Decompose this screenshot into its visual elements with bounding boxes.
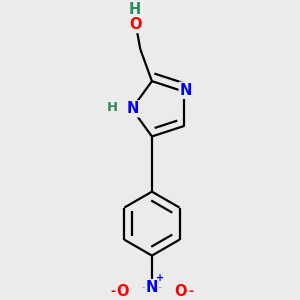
Text: -: - xyxy=(189,285,194,298)
Text: O: O xyxy=(117,284,129,299)
Text: H: H xyxy=(128,2,141,17)
Text: N: N xyxy=(127,101,140,116)
Text: H: H xyxy=(107,101,118,114)
Text: O: O xyxy=(130,17,142,32)
Text: +: + xyxy=(156,273,164,283)
Text: -: - xyxy=(110,285,115,298)
Text: N: N xyxy=(180,83,192,98)
Text: N: N xyxy=(146,280,158,295)
Text: O: O xyxy=(175,284,187,299)
